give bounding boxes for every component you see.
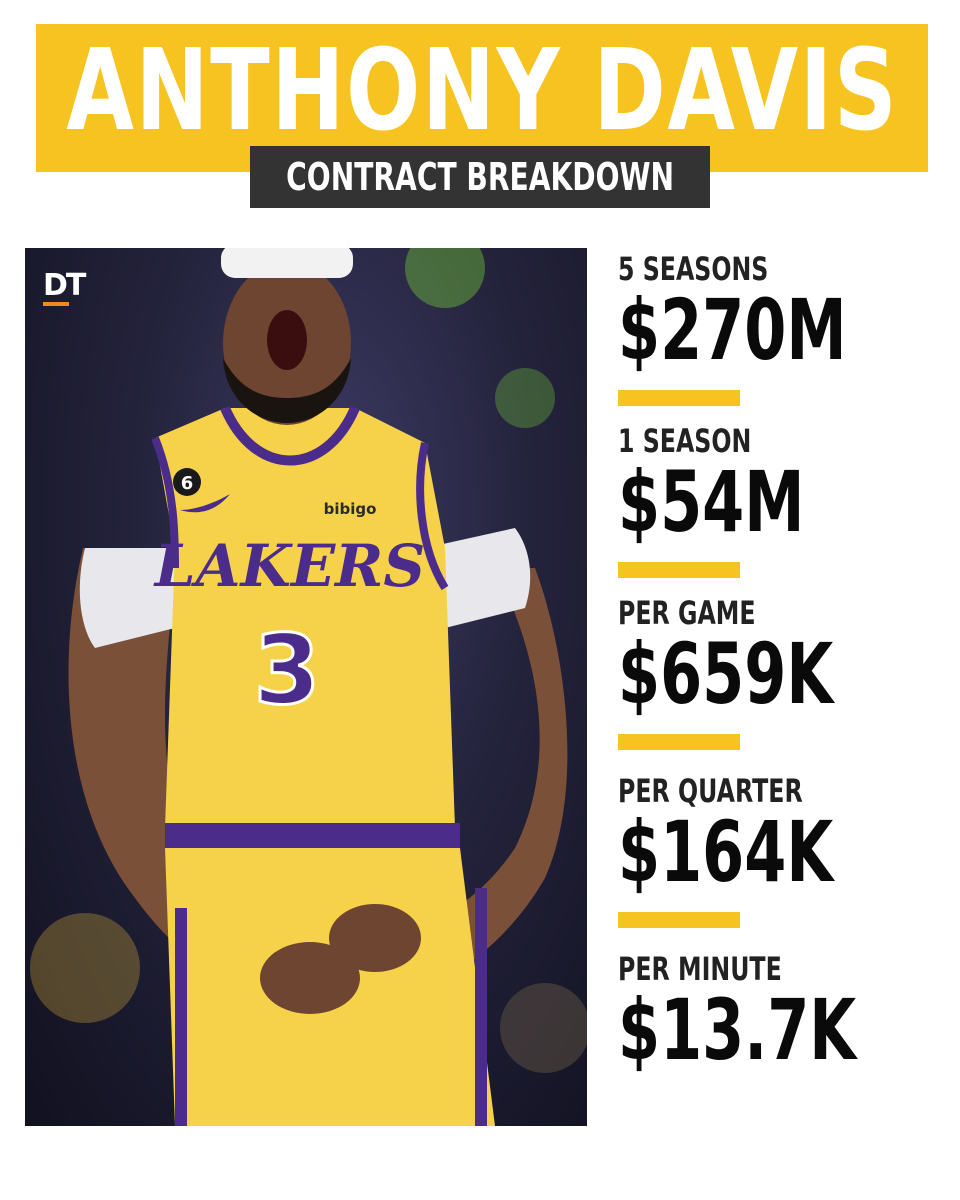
page-subtitle: CONTRACT BREAKDOWN <box>286 155 674 199</box>
bokeh-light <box>500 983 587 1073</box>
stat-value: $164K <box>618 803 834 901</box>
headband <box>221 248 353 278</box>
stat-label: PER GAME <box>618 594 756 632</box>
jersey-trim-right <box>416 442 449 591</box>
left-sleeve <box>79 548 185 648</box>
stat-value: $54M <box>618 453 805 551</box>
right-fist <box>329 904 421 972</box>
swoosh-icon <box>180 494 230 513</box>
stat-value: $659K <box>618 625 834 723</box>
right-sleeve <box>425 528 531 628</box>
stat-label: PER QUARTER <box>618 772 803 810</box>
stat-divider <box>618 912 740 928</box>
stat-label: PER MINUTE <box>618 950 782 988</box>
jersey <box>155 408 455 828</box>
open-mouth <box>267 310 307 370</box>
patch-badge <box>173 468 201 496</box>
sponsor-patch: bibigo <box>324 500 377 518</box>
stat-value: $13.7K <box>618 981 857 1079</box>
bokeh-light <box>495 368 555 428</box>
left-arm <box>68 548 326 1008</box>
shorts-stripe-left <box>175 908 187 1126</box>
bokeh-light <box>405 248 485 308</box>
stat-divider <box>618 390 740 406</box>
bokeh-light <box>30 913 140 1023</box>
stat-divider <box>618 562 740 578</box>
shorts-stripe-right <box>475 888 487 1126</box>
jersey-trim-left <box>151 436 179 569</box>
title-band: ANTHONY DAVIS <box>36 24 928 172</box>
stat-label: 5 SEASONS <box>618 250 769 288</box>
player-photo: LAKERS 3 6 bibigo DT <box>25 248 587 1126</box>
dt-logo-text: DT <box>43 268 86 303</box>
jersey-wordmark: LAKERS <box>153 532 426 600</box>
waistband <box>165 823 460 851</box>
page-title: ANTHONY DAVIS <box>66 26 898 156</box>
subtitle-band: CONTRACT BREAKDOWN <box>250 146 710 208</box>
stat-divider <box>618 734 740 750</box>
jersey-number: 3 <box>254 614 321 726</box>
left-fist <box>260 942 360 1014</box>
stat-label: 1 SEASON <box>618 422 752 460</box>
patch-number: 6 <box>181 473 194 494</box>
jersey-collar <box>220 405 360 466</box>
stat-value: $270M <box>618 281 847 379</box>
dt-logo: DT <box>43 268 86 306</box>
player-illustration: LAKERS 3 6 bibigo <box>30 248 587 1126</box>
right-arm <box>355 568 568 1008</box>
dt-logo-underline <box>43 302 69 306</box>
beard <box>223 358 351 423</box>
